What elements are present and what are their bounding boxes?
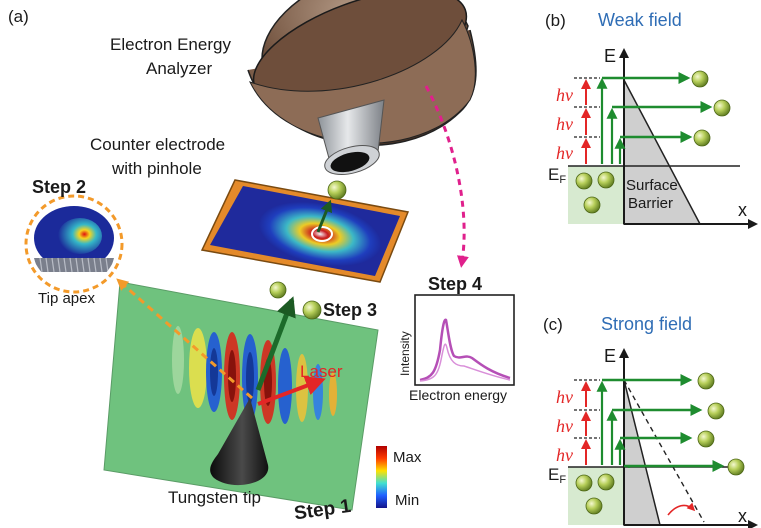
- surface-barrier: [623, 379, 661, 526]
- barrier-lowering-arrow: [667, 502, 696, 516]
- electron-ball: [327, 180, 347, 200]
- position-axis-label: x: [738, 506, 747, 526]
- laser-arrow: [257, 376, 326, 406]
- electron-ball: [693, 129, 711, 147]
- counter-electrode-line2: with pinhole: [111, 159, 202, 178]
- electron-ball: [597, 473, 615, 491]
- electron-ball: [597, 171, 615, 189]
- step4-label: Step 4: [428, 274, 482, 294]
- near-field-sheet: [103, 281, 379, 511]
- tungsten-tip-label: Tungsten tip: [168, 488, 261, 507]
- energy-axis-label: E: [604, 46, 616, 66]
- fermi-label: EF: [548, 165, 566, 186]
- electron-ball: [583, 196, 601, 214]
- fermi-label: EF: [548, 465, 566, 486]
- electron-energy-analyzer: [247, 0, 477, 175]
- electron-ball: [585, 497, 603, 515]
- counter-electrode-plate: [200, 179, 410, 283]
- electron-ball: [575, 172, 593, 190]
- panel-c-label: (c): [543, 315, 563, 334]
- panel-b-title: Weak field: [598, 10, 682, 30]
- step3-label: Step 3: [323, 300, 377, 320]
- barrier-label-line2: Barrier: [628, 195, 673, 212]
- analyzer-label-line1: Electron Energy: [110, 35, 231, 54]
- tungsten-tip: [210, 398, 269, 486]
- fermi-sea: [568, 166, 624, 224]
- hv-label: hv: [556, 445, 573, 465]
- weak-field-barrier-dashed: [623, 379, 705, 523]
- hv-label: hv: [556, 143, 573, 163]
- hv-label: hv: [556, 416, 573, 436]
- counter-electrode-line1: Counter electrode: [90, 135, 225, 154]
- panel-c-title: Strong field: [601, 314, 692, 334]
- emission-arrow: [255, 296, 296, 391]
- barrier-label-line1: Surface: [626, 177, 678, 194]
- position-axis-label: x: [738, 200, 747, 220]
- apex-dashed-arrow: [116, 278, 253, 400]
- analyzer-dashed-arrow: [424, 85, 469, 268]
- electron-ball: [302, 300, 322, 320]
- spectrum-ylabel: Intensity: [398, 331, 412, 376]
- panel-c: (c) Strong field E x EF hv hv hv: [543, 314, 758, 528]
- analyzer-label-line2: Analyzer: [146, 59, 212, 78]
- electron-ball: [691, 70, 709, 88]
- colorbar-min: Min: [395, 492, 419, 509]
- panel-b-label: (b): [545, 11, 566, 30]
- spectrum-inset: [414, 294, 515, 386]
- energy-axis-label: E: [604, 346, 616, 366]
- laser-label: Laser: [300, 362, 343, 381]
- panel-a-label: (a): [8, 7, 29, 26]
- hv-label: hv: [556, 387, 573, 407]
- hv-label: hv: [556, 114, 573, 134]
- colorbar-max: Max: [393, 449, 422, 466]
- electron-path-arrow: [316, 199, 333, 233]
- panel-b: (b) Weak field E x EF Surface Barrier hv…: [545, 10, 758, 229]
- colorbar: [376, 446, 387, 508]
- fermi-sea: [568, 467, 624, 525]
- electron-ball: [727, 458, 745, 476]
- tip-apex-label: Tip apex: [38, 290, 95, 307]
- panel-a: (a) Electron Energy Analyzer Counter ele…: [8, 0, 515, 525]
- step2-label: Step 2: [32, 177, 86, 197]
- electron-ball: [697, 372, 715, 390]
- electron-ball: [269, 281, 287, 299]
- spectrum-xlabel: Electron energy: [409, 387, 507, 403]
- electron-ball: [697, 430, 715, 448]
- hv-label: hv: [556, 85, 573, 105]
- electron-ball: [713, 99, 731, 117]
- electron-ball: [575, 474, 593, 492]
- electron-ball: [707, 402, 725, 420]
- tip-apex-inset: [24, 194, 124, 294]
